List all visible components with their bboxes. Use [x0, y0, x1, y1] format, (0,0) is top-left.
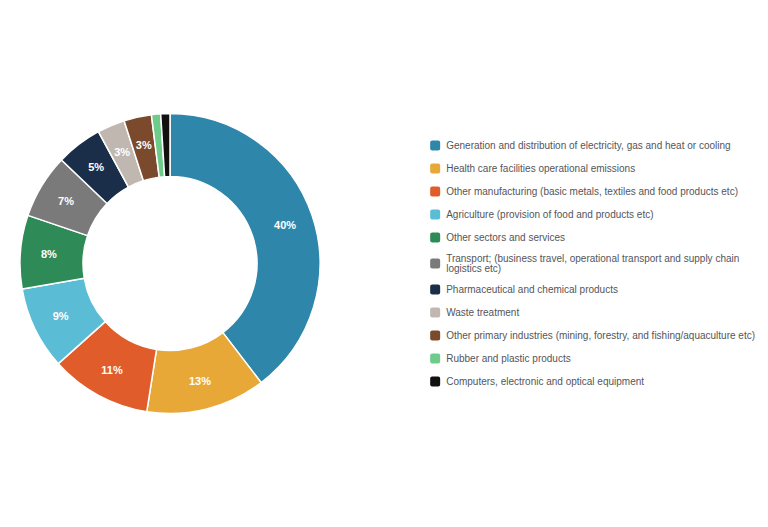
svg-text:Generation and distribution of: Generation and distribution of electrici…	[446, 140, 730, 151]
svg-text:Other primary industries (mini: Other primary industries (mining, forest…	[446, 330, 755, 341]
svg-text:Other sectors and services: Other sectors and services	[446, 232, 565, 243]
svg-text:Health care facilities operati: Health care facilities operational emiss…	[446, 163, 635, 174]
svg-text:Waste treatment: Waste treatment	[446, 307, 519, 318]
svg-text:logistics etc): logistics etc)	[446, 263, 501, 274]
svg-text:Rubber and plastic products: Rubber and plastic products	[446, 353, 571, 364]
svg-text:Other manufacturing (basic met: Other manufacturing (basic metals, texti…	[446, 186, 738, 197]
svg-text:40%: 40%	[274, 219, 296, 231]
svg-text:9%: 9%	[53, 310, 69, 322]
svg-text:3%: 3%	[136, 139, 152, 151]
svg-text:13%: 13%	[189, 375, 211, 387]
svg-text:Pharmaceutical and chemical pr: Pharmaceutical and chemical products	[446, 284, 618, 295]
svg-text:3%: 3%	[114, 146, 130, 158]
svg-text:5%: 5%	[88, 161, 104, 173]
svg-text:8%: 8%	[41, 248, 57, 260]
svg-text:11%: 11%	[101, 364, 123, 376]
svg-text:7%: 7%	[58, 195, 74, 207]
svg-text:Agriculture (provision of food: Agriculture (provision of food and produ…	[446, 209, 653, 220]
svg-text:Transport; (business travel, o: Transport; (business travel, operational…	[446, 253, 740, 264]
svg-text:Computers, electronic and opti: Computers, electronic and optical equipm…	[446, 376, 644, 387]
